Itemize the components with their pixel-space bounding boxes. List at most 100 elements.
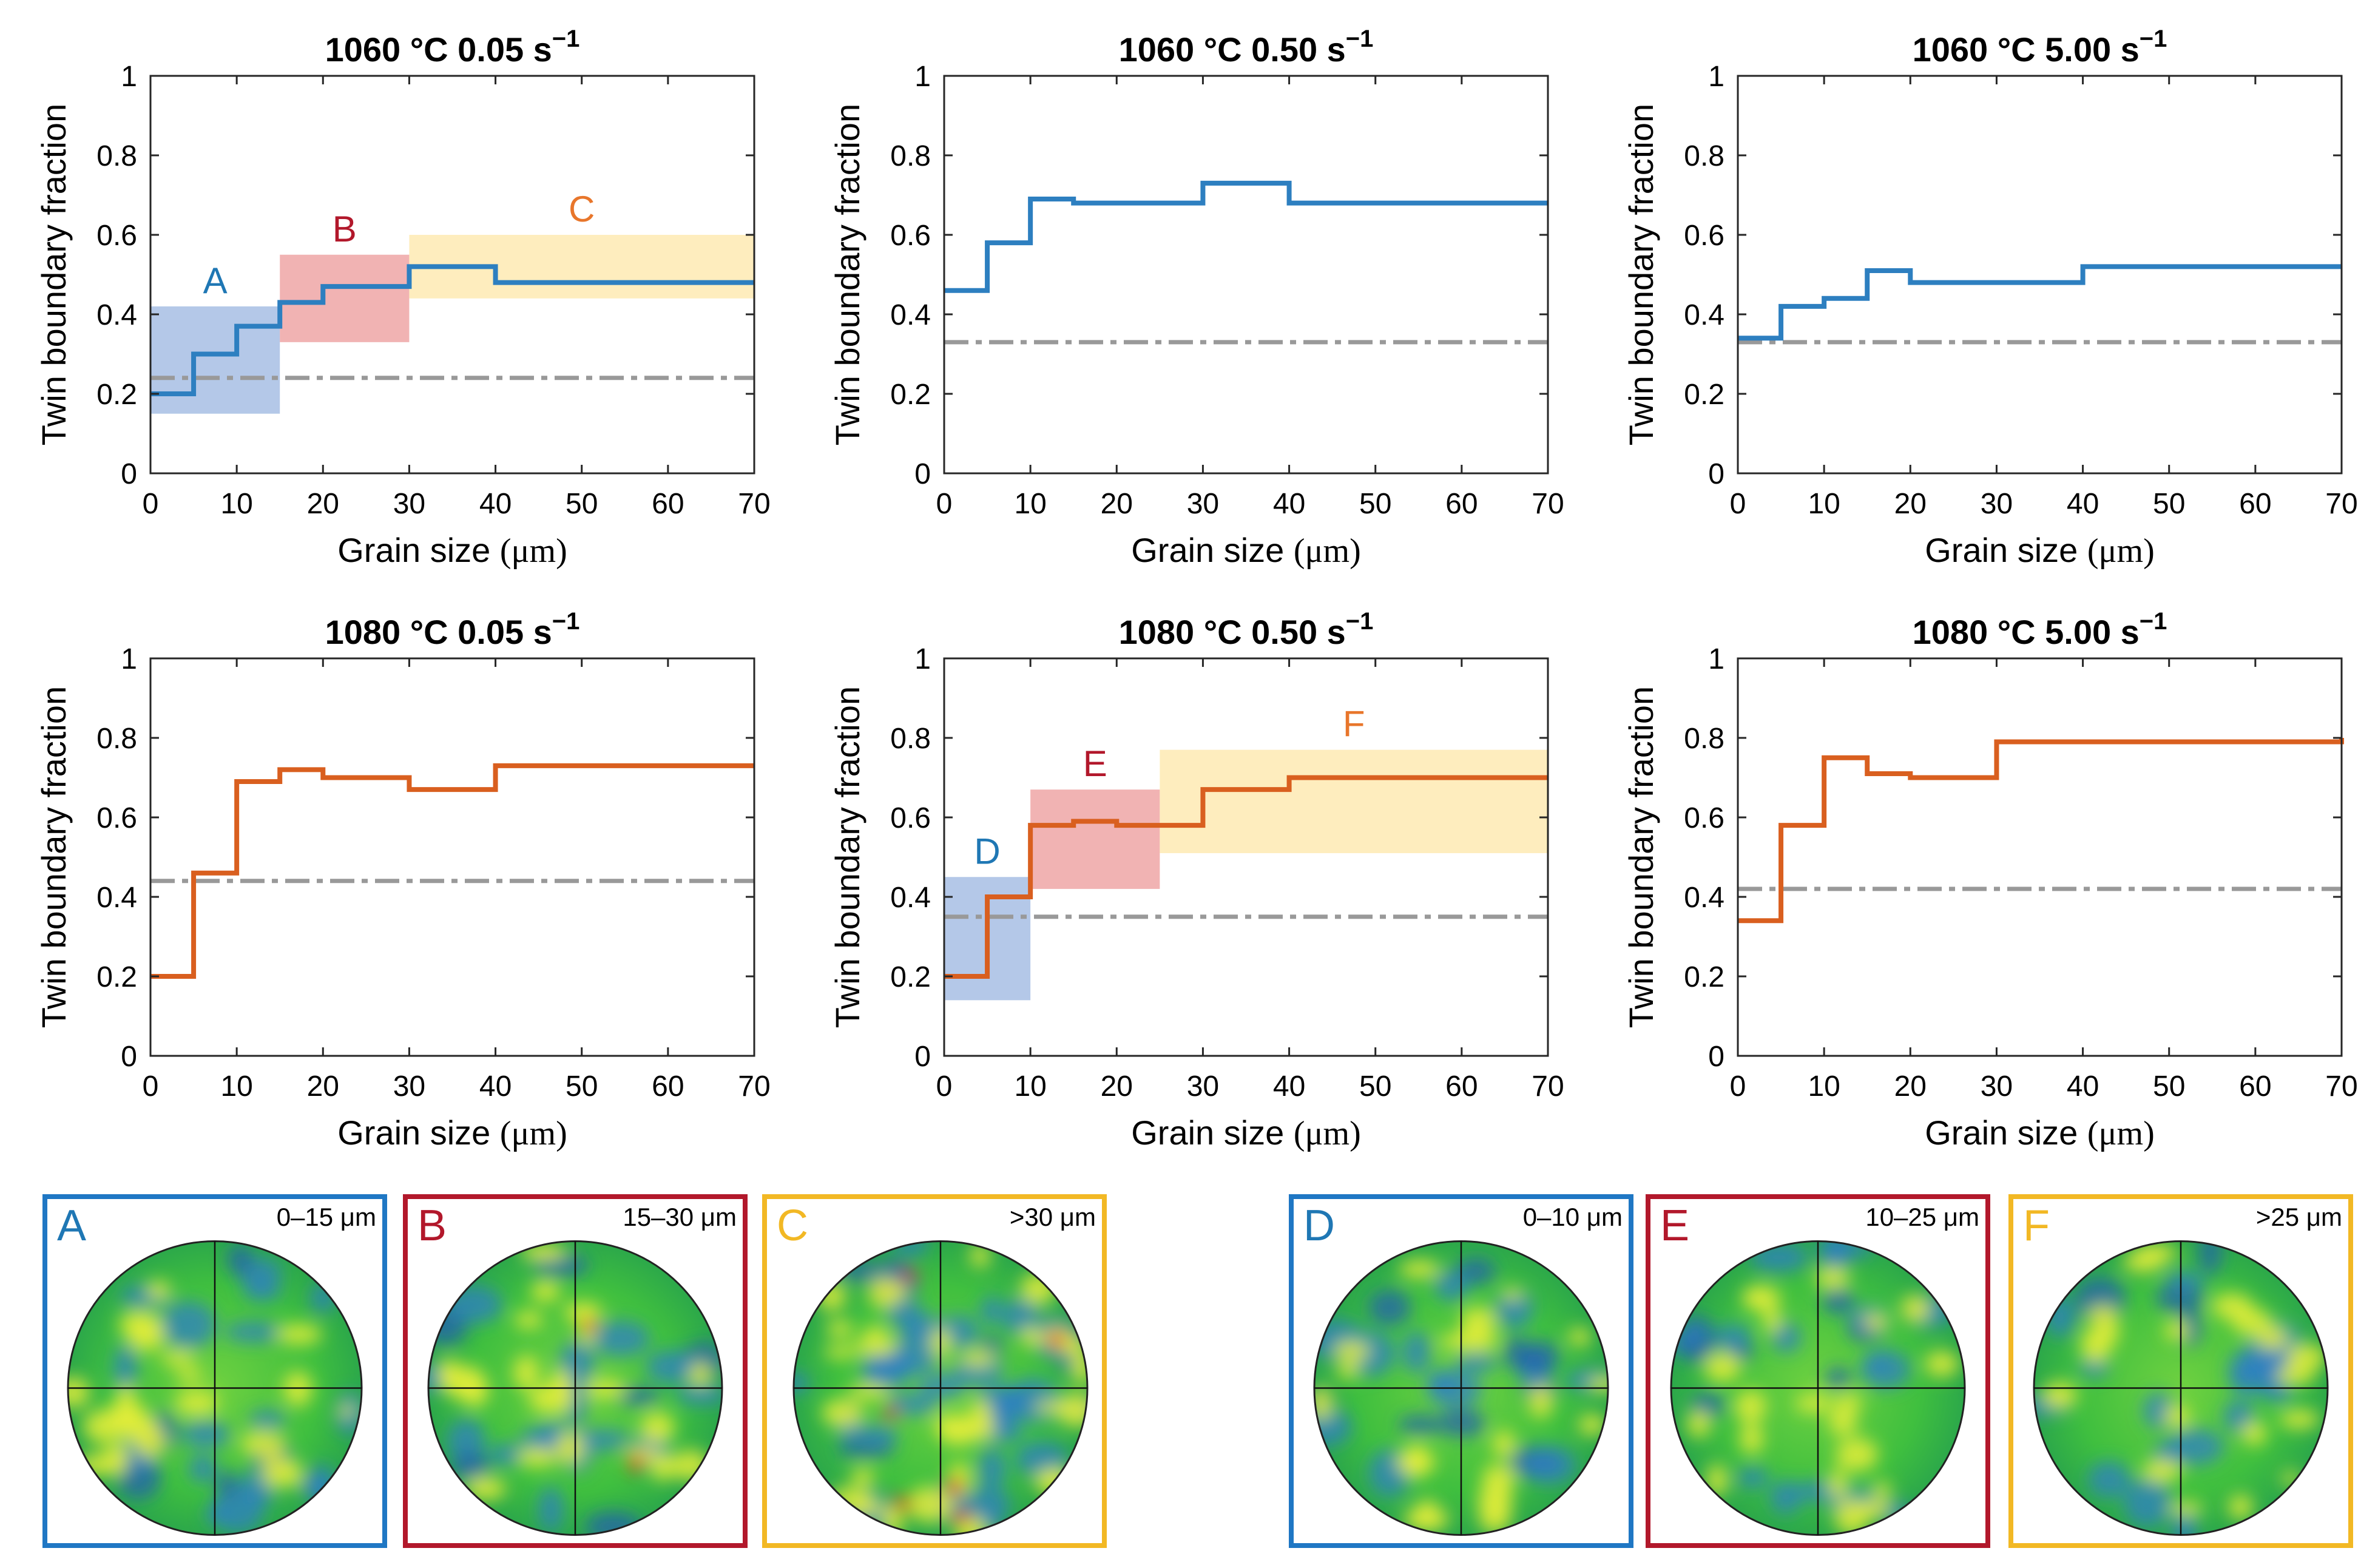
x-tick-label: 30 (393, 1070, 425, 1103)
y-tick-label: 0.2 (96, 961, 137, 993)
x-axis-label-text: Grain size (337, 1113, 500, 1152)
x-tick-label: 10 (1808, 1070, 1840, 1103)
texture-blob-blue (428, 1364, 444, 1392)
y-axis-label: Twin boundary fraction (1622, 686, 1660, 1028)
pole-figure-blobs (1671, 1241, 1959, 1535)
x-axis-label-text: Grain size (1925, 531, 2087, 569)
x-axis-label: Grain size (μm) (1131, 1113, 1361, 1152)
x-tick-label: 30 (1981, 1070, 2013, 1103)
step-series-line (944, 180, 1548, 293)
x-tick-label: 20 (307, 488, 339, 520)
texture-blob-yellow (1763, 1305, 1781, 1334)
texture-blob-blue (885, 1300, 925, 1326)
texture-blob-yellow (1021, 1325, 1040, 1348)
texture-blob-yellow (1742, 1285, 1781, 1311)
y-tick-label: 0 (914, 458, 931, 490)
texture-blob-yellow (1835, 1438, 1878, 1472)
texture-blob-blue (181, 1421, 230, 1448)
x-tick-label: 70 (2325, 488, 2357, 520)
texture-blob-yellow (175, 1390, 219, 1416)
texture-blob-yellow (1072, 1352, 1087, 1385)
texture-blob-yellow (826, 1320, 854, 1337)
x-tick-label: 60 (652, 488, 684, 520)
region-e-label: E (1083, 743, 1107, 784)
pole-figure-texture (428, 1241, 722, 1535)
chart-title: 1060 °C 0.05 s−1 (325, 25, 580, 69)
texture-blob-yellow (938, 1418, 980, 1446)
texture-blob-yellow (2164, 1320, 2189, 1340)
texture-blob-blue (249, 1410, 286, 1429)
texture-blob-blue (591, 1320, 650, 1357)
chart-title-main: 1080 °C 5.00 s (1913, 613, 2140, 651)
texture-blob-blue (1715, 1323, 1752, 1351)
texture-blob-yellow (2231, 1307, 2271, 1336)
y-tick-label: 1 (914, 643, 931, 675)
texture-blob-red (891, 1497, 913, 1510)
texture-blob-blue (2123, 1478, 2172, 1527)
y-tick-label: 0.8 (1684, 723, 1724, 755)
x-tick-label: 60 (1445, 1070, 1478, 1103)
texture-blob-yellow (848, 1384, 890, 1399)
texture-blob-red (899, 1271, 919, 1281)
texture-blob-blue (113, 1344, 137, 1391)
texture-blob-blue (858, 1425, 898, 1446)
chart-title-superscript: −1 (1346, 25, 1374, 52)
texture-blob-yellow (1873, 1481, 1891, 1499)
y-tick-label: 0.4 (96, 882, 137, 914)
x-axis-label-unit: (μm) (500, 1115, 567, 1152)
y-tick-label: 0 (914, 1041, 931, 1073)
y-axis-label: Twin boundary fraction (828, 104, 866, 445)
x-axis-label: Grain size (μm) (1131, 531, 1361, 570)
pole-figure-letter: F (2023, 1201, 2050, 1250)
pole-figure-letter: C (777, 1201, 808, 1250)
texture-blob-blue (189, 1455, 217, 1483)
texture-blob-blue (894, 1327, 940, 1374)
texture-blob-blue (646, 1350, 698, 1384)
texture-blob-yellow (1528, 1384, 1553, 1418)
texture-blob-yellow (1924, 1351, 1959, 1377)
texture-blob-yellow (127, 1322, 165, 1352)
y-tick-label: 0.2 (890, 961, 931, 993)
texture-blob-yellow (556, 1431, 584, 1465)
texture-blob-blue (205, 1504, 231, 1525)
texture-blob-yellow (1857, 1499, 1891, 1518)
texture-blob-blue (559, 1340, 595, 1385)
x-axis-label-unit: (μm) (2087, 1115, 2155, 1152)
x-tick-label: 0 (143, 488, 159, 520)
region-c-label: C (569, 189, 595, 229)
x-tick-label: 20 (1894, 488, 1927, 520)
texture-blob-yellow (1334, 1340, 1370, 1362)
texture-blob-blue (216, 1471, 238, 1498)
x-axis-label: Grain size (μm) (1925, 1113, 2155, 1152)
texture-blob-yellow (2082, 1329, 2103, 1342)
y-tick-label: 1 (914, 61, 931, 93)
texture-blob-yellow (822, 1399, 864, 1427)
region-f-box (1160, 749, 1548, 853)
axes-box (943, 75, 1549, 475)
texture-blob-blue (1518, 1340, 1560, 1373)
texture-blob-yellow (1834, 1394, 1863, 1411)
texture-blob-yellow (514, 1311, 543, 1329)
texture-blob-blue (1427, 1369, 1456, 1396)
chart-title-main: 1080 °C 0.50 s (1119, 613, 1346, 651)
chart-title-superscript: −1 (2140, 608, 2167, 635)
texture-blob-blue (675, 1385, 722, 1405)
texture-blob-blue (886, 1393, 938, 1416)
x-axis-label: Grain size (μm) (337, 531, 567, 570)
texture-blob-blue (538, 1486, 564, 1533)
x-axis-label: Grain size (μm) (337, 1113, 567, 1152)
texture-blob-yellow (1734, 1390, 1767, 1423)
y-tick-label: 0.8 (96, 140, 137, 172)
y-axis-label: Twin boundary fraction (1622, 104, 1660, 445)
y-tick-label: 1 (121, 643, 137, 675)
texture-blob-blue (243, 1282, 281, 1302)
texture-blob-red (629, 1453, 644, 1473)
texture-blob-yellow (970, 1243, 990, 1268)
texture-blob-yellow (465, 1476, 506, 1501)
pole-figure-panel-e: E 10–25 μm (1646, 1194, 1990, 1548)
texture-blob-yellow (240, 1431, 286, 1457)
texture-blob-yellow (2164, 1405, 2191, 1427)
